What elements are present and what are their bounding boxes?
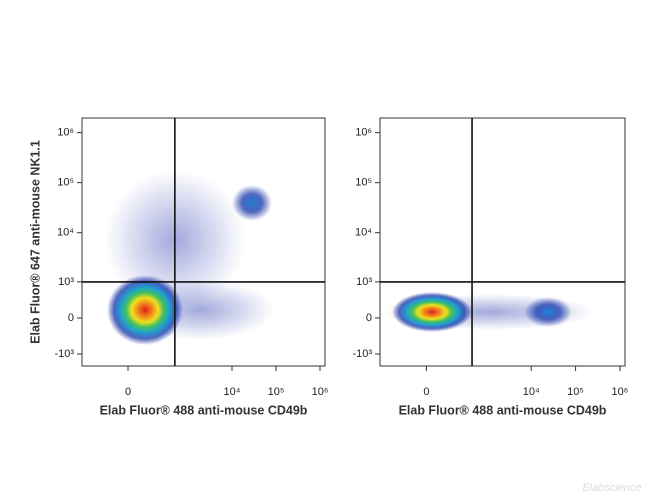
x-tick-label: 10⁵ <box>567 386 584 398</box>
y-tick-label: 0 <box>68 312 74 324</box>
y-tick-label: 10³ <box>58 276 74 288</box>
x-tick-label: 10⁶ <box>612 386 629 398</box>
y-tick-label: 10⁶ <box>355 127 372 139</box>
y-tick-label: 10⁶ <box>57 127 74 139</box>
x-axis-title: Elab Fluor® 488 anti-mouse CD49b <box>100 403 308 417</box>
y-tick-label: 10³ <box>356 276 372 288</box>
x-tick-label: 10⁴ <box>223 386 240 398</box>
plot-frame <box>379 117 626 367</box>
x-tick-label: 10⁴ <box>523 386 540 398</box>
x-axis-title: Elab Fluor® 488 anti-mouse CD49b <box>399 403 607 417</box>
x-tick-label: 0 <box>423 386 429 398</box>
x-tick-label: 0 <box>125 386 131 398</box>
watermark: Elabscience <box>582 482 641 494</box>
y-tick-label: 10⁵ <box>355 177 372 189</box>
y-tick-label: 10⁵ <box>57 177 74 189</box>
y-axis-title: Elab Fluor® 647 anti-mouse NK1.1 <box>28 140 42 344</box>
population-density-right <box>385 292 595 332</box>
y-tick-label: 10⁴ <box>57 227 74 239</box>
y-tick-label: 10⁴ <box>355 227 372 239</box>
y-tick-label: -10³ <box>352 348 372 360</box>
y-tick-label: 0 <box>366 312 372 324</box>
y-tick-label: -10³ <box>54 348 74 360</box>
plot-frame <box>81 117 326 367</box>
x-tick-label: 10⁶ <box>312 386 329 398</box>
population-density-left <box>105 170 275 345</box>
x-tick-label: 10⁵ <box>268 386 285 398</box>
